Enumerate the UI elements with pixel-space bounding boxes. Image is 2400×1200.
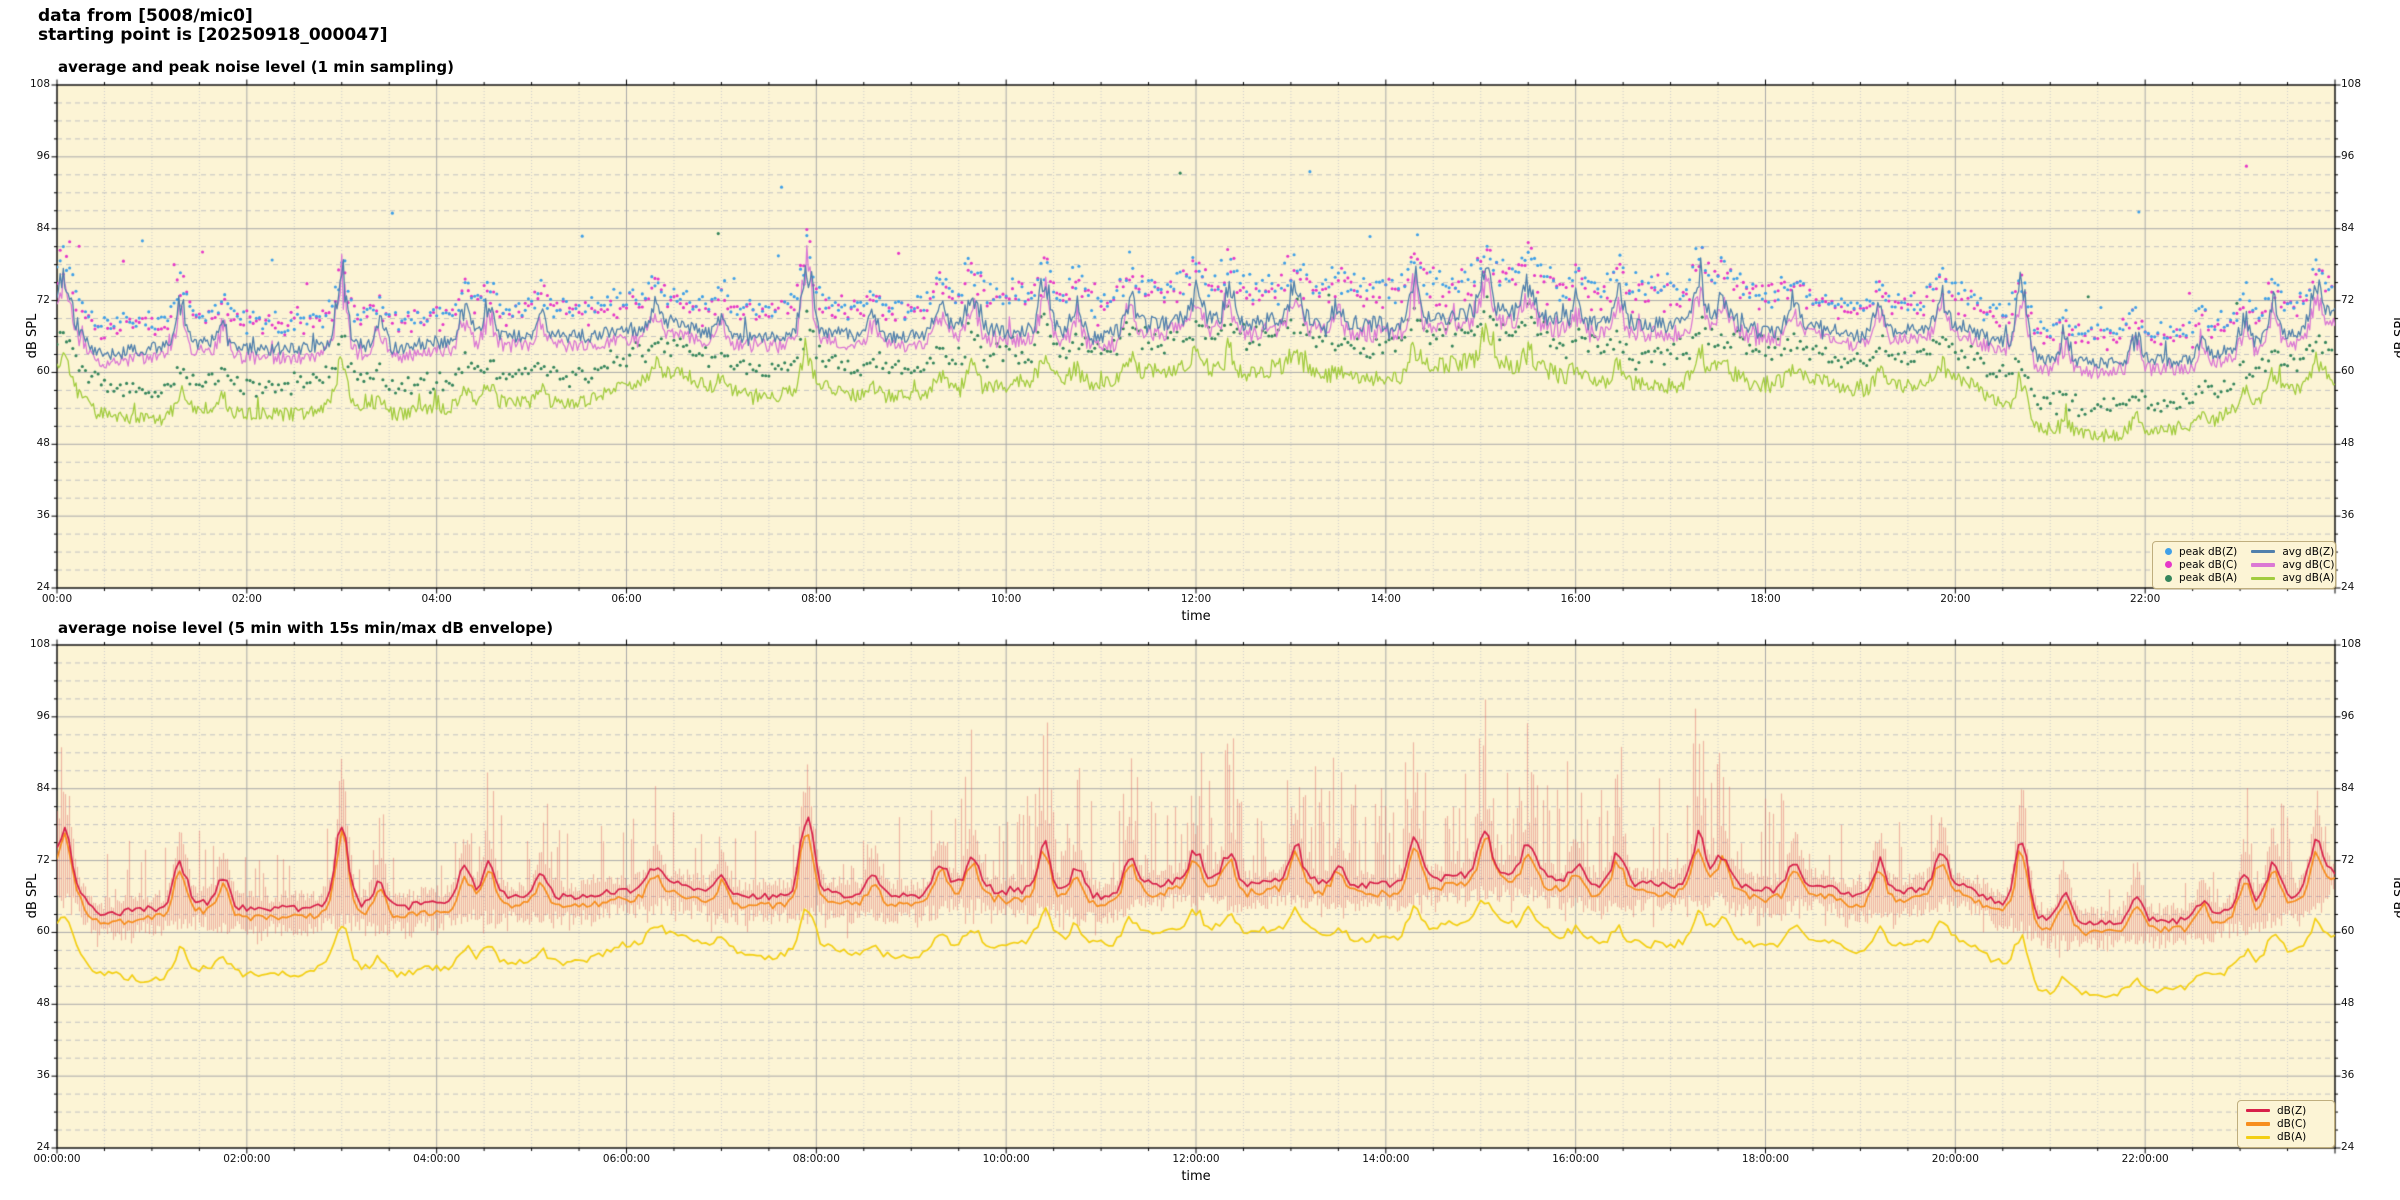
noise-level-charts-canvas: [0, 0, 2400, 1200]
